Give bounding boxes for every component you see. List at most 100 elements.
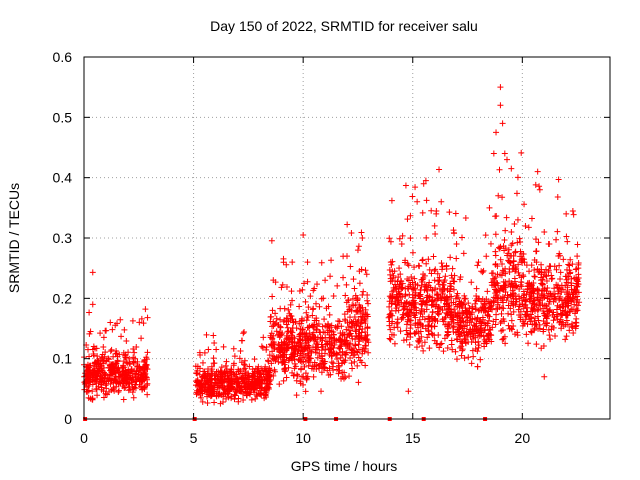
data-points xyxy=(81,84,583,407)
data-point xyxy=(336,335,343,342)
data-point xyxy=(362,267,369,274)
data-point xyxy=(314,354,321,361)
data-point xyxy=(518,279,525,286)
data-point xyxy=(355,354,362,361)
data-point xyxy=(228,393,235,400)
data-point xyxy=(272,368,279,375)
data-point xyxy=(386,235,393,242)
data-point xyxy=(428,298,435,305)
data-point xyxy=(527,292,534,299)
data-point xyxy=(418,276,425,283)
data-point xyxy=(389,288,396,295)
data-point xyxy=(322,329,329,336)
data-point xyxy=(116,368,123,375)
data-point xyxy=(388,331,395,338)
data-point xyxy=(406,341,413,348)
data-point xyxy=(298,365,305,372)
data-point xyxy=(203,378,210,385)
data-point xyxy=(413,307,420,314)
data-point xyxy=(357,320,364,327)
data-point xyxy=(474,332,481,339)
data-point xyxy=(261,367,268,374)
data-point xyxy=(98,384,105,391)
data-point xyxy=(292,346,299,353)
data-point xyxy=(533,341,540,348)
data-point xyxy=(573,319,580,326)
data-point xyxy=(285,306,292,313)
data-point xyxy=(418,282,425,289)
data-point xyxy=(450,286,457,293)
data-point xyxy=(553,236,560,243)
data-point xyxy=(204,393,211,400)
data-point xyxy=(124,360,131,367)
data-point xyxy=(442,273,449,280)
data-point xyxy=(348,229,355,236)
data-point xyxy=(444,345,451,352)
data-point xyxy=(364,297,371,304)
data-point xyxy=(230,370,237,377)
data-point xyxy=(402,182,409,189)
data-point xyxy=(436,344,443,351)
data-point xyxy=(319,323,326,330)
data-point xyxy=(286,310,293,317)
data-point xyxy=(344,345,351,352)
data-point xyxy=(134,358,141,365)
data-point xyxy=(556,297,563,304)
data-point xyxy=(394,278,401,285)
data-point xyxy=(218,378,225,385)
data-point xyxy=(525,224,532,231)
data-point xyxy=(544,284,551,291)
data-point xyxy=(416,316,423,323)
data-point xyxy=(533,248,540,255)
data-point xyxy=(144,314,151,321)
data-point xyxy=(90,350,97,357)
data-point xyxy=(281,341,288,348)
data-point xyxy=(422,301,429,308)
data-point xyxy=(327,334,334,341)
data-point xyxy=(502,340,509,347)
data-point xyxy=(396,283,403,290)
data-point xyxy=(397,328,404,335)
data-point xyxy=(423,234,430,241)
data-point xyxy=(420,180,427,187)
data-point xyxy=(318,352,325,359)
data-point xyxy=(303,317,310,324)
data-point xyxy=(240,330,247,337)
data-point xyxy=(538,292,545,299)
data-point xyxy=(564,238,571,245)
data-point xyxy=(550,291,557,298)
data-point xyxy=(564,284,571,291)
data-point xyxy=(446,306,453,313)
data-point xyxy=(453,241,460,248)
data-point xyxy=(310,329,317,336)
data-point xyxy=(543,320,550,327)
data-point xyxy=(403,327,410,334)
data-point xyxy=(516,301,523,308)
data-point xyxy=(325,372,332,379)
data-point xyxy=(338,375,345,382)
data-point xyxy=(89,395,96,402)
data-point xyxy=(302,340,309,347)
data-point xyxy=(425,256,432,263)
data-point xyxy=(499,304,506,311)
data-point xyxy=(350,276,357,283)
data-point xyxy=(294,350,301,357)
data-point xyxy=(574,307,581,314)
data-point xyxy=(231,353,238,360)
data-point xyxy=(251,386,258,393)
data-point xyxy=(92,359,99,366)
data-point xyxy=(451,230,458,237)
data-point xyxy=(396,290,403,297)
data-point xyxy=(93,386,100,393)
data-point xyxy=(310,287,317,294)
data-point xyxy=(122,352,129,359)
data-point xyxy=(385,314,392,321)
data-point xyxy=(138,335,145,342)
data-point xyxy=(211,340,218,347)
data-point xyxy=(407,235,414,242)
data-point xyxy=(541,228,548,235)
data-point xyxy=(241,361,248,368)
data-point xyxy=(519,318,526,325)
data-point xyxy=(108,363,115,370)
data-point xyxy=(522,223,529,230)
